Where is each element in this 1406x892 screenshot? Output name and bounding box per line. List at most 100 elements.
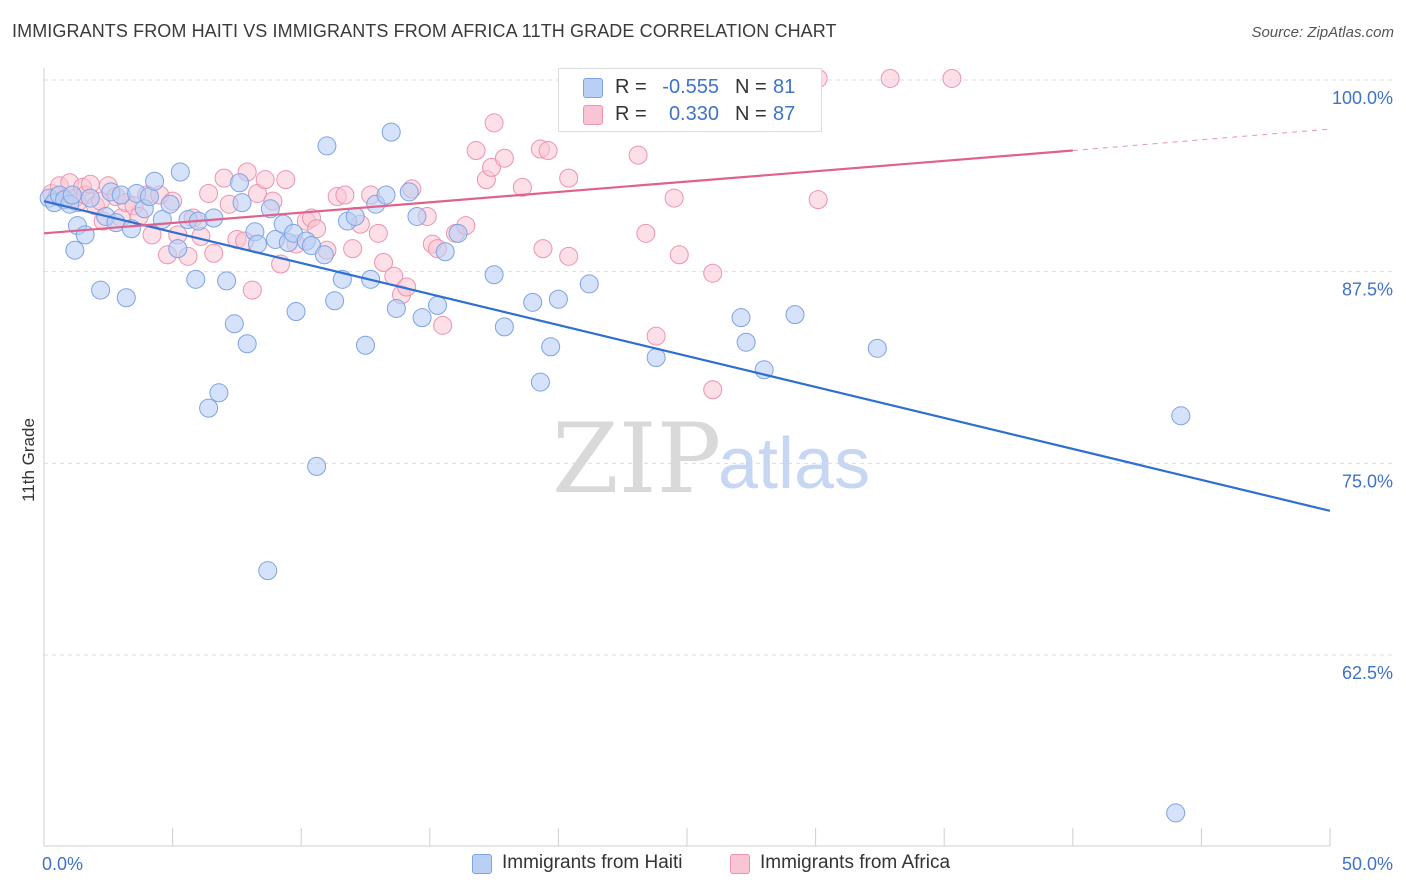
data-point-haiti [224,314,244,334]
watermark: ZIP atlas [552,403,870,515]
data-point-africa [533,239,553,259]
data-point-haiti [209,383,229,403]
data-point-africa [559,246,579,266]
data-point-africa [374,252,394,272]
data-point-haiti [314,245,334,265]
data-point-haiti [160,194,180,214]
data-point-africa [646,326,666,346]
trendline-haiti [43,200,1331,512]
watermark-atlas: atlas [718,424,870,504]
data-point-africa [255,170,275,190]
data-point-haiti [65,240,85,260]
data-point-haiti [229,173,249,193]
data-point-haiti [407,206,427,226]
data-point-haiti [494,317,514,337]
data-point-haiti [258,561,278,581]
legend-swatch-haiti [583,78,603,98]
series-swatch-africa [730,854,750,874]
data-point-haiti [646,348,666,368]
data-point-haiti [345,206,365,226]
data-point-africa [484,113,504,133]
data-point-haiti [448,223,468,243]
data-point-haiti [376,185,396,205]
legend-n-label: N = [735,76,767,98]
data-point-haiti [232,193,252,213]
data-point-haiti [168,239,188,259]
data-point-africa [343,239,363,259]
legend-r-label: R = [615,76,647,98]
data-point-africa [368,223,388,243]
data-point-africa [703,380,723,400]
legend-r-value: 0.330 [668,103,719,125]
data-point-haiti [484,265,504,285]
trendline-africa-extension [1072,128,1331,152]
y-tick-label: 75.0% [1342,471,1393,491]
x-tick-label: 0.0% [42,854,83,874]
y-axis-label: 11th Grade [19,418,38,502]
data-point-africa [335,185,355,205]
data-point-haiti [80,188,100,208]
data-point-haiti [386,298,406,318]
data-point-haiti [186,269,206,289]
legend-swatch-africa [583,105,603,125]
legend-row-haiti: R = -0.555 N = 81 [559,74,821,100]
chart-title: IMMIGRANTS FROM HAITI VS IMMIGRANTS FROM… [12,21,837,41]
data-point-haiti [530,372,550,392]
data-point-haiti [116,288,136,308]
data-point-africa [204,243,224,263]
y-tick-label: 87.5% [1342,280,1393,300]
data-point-africa [880,68,900,88]
data-point-haiti [579,274,599,294]
data-point-africa [942,68,962,88]
series-swatch-haiti [472,854,492,874]
data-point-africa [628,145,648,165]
data-point-africa [466,141,486,161]
data-point-haiti [736,332,756,352]
data-point-haiti [199,398,219,418]
data-point-africa [142,225,162,245]
data-point-africa [512,177,532,197]
data-point-haiti [541,337,561,357]
data-point-haiti [399,182,419,202]
legend-row-africa: R = 0.330 N = 87 [559,101,821,127]
watermark-zip: ZIP [552,403,721,515]
data-point-haiti [356,335,375,355]
data-point-haiti [217,271,237,291]
data-point-africa [669,245,689,265]
data-point-africa [482,157,502,177]
data-point-africa [703,263,723,283]
data-point-haiti [548,289,568,309]
series-label-africa: Immigrants from Africa [760,852,951,873]
data-point-africa [559,168,579,188]
stats-legend: R = -0.555 N = 81 R = 0.330 N = 87 [558,68,822,132]
data-point-haiti [867,338,887,358]
data-point-haiti [428,295,448,315]
legend-n-value: 81 [773,76,796,98]
data-point-haiti [412,308,432,328]
data-point-haiti [317,136,337,156]
data-point-haiti [731,308,751,328]
legend-r-label: R = [615,103,647,125]
legend-n-label: N = [735,103,767,125]
data-point-haiti [301,236,321,256]
data-point-haiti [237,334,257,354]
legend-r-value: -0.555 [662,76,719,98]
data-point-haiti [435,242,455,262]
data-point-haiti [286,302,306,322]
data-point-haiti [204,208,224,228]
source-credit: Source: ZipAtlas.com [1251,24,1394,41]
data-point-haiti [170,162,190,182]
x-tick-label: 50.0% [1342,854,1393,874]
data-point-africa [636,223,656,243]
y-tick-label: 100.0% [1332,88,1393,108]
data-point-africa [199,183,219,203]
data-point-haiti [785,305,805,325]
data-point-haiti [145,171,165,191]
data-point-haiti [307,456,327,476]
data-point-africa [242,280,262,300]
series-label-haiti: Immigrants from Haiti [502,852,683,873]
data-point-africa [276,170,296,190]
legend-n-value: 87 [773,103,796,125]
data-point-haiti [260,199,280,219]
